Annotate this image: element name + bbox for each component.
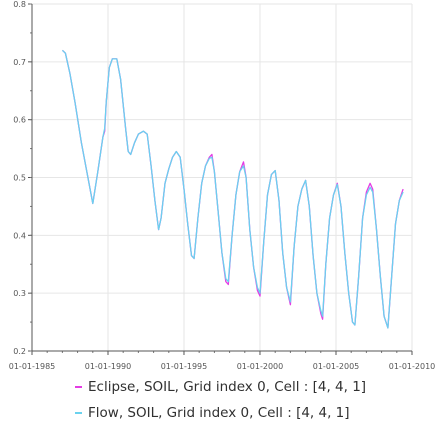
series-line-1 xyxy=(61,49,404,329)
x-tick-label: 01-01-2000 xyxy=(237,362,284,370)
series-line-0 xyxy=(61,49,404,329)
x-tick-label: 01-01-1995 xyxy=(161,362,208,370)
y-tick-label: 0.8 xyxy=(13,0,26,9)
x-tick-label: 01-01-1985 xyxy=(9,362,56,370)
legend-swatch-series-0 xyxy=(75,386,82,388)
x-tick-label: 01-01-1990 xyxy=(85,362,132,370)
y-tick-label: 0.7 xyxy=(13,58,26,67)
y-tick-label: 0.6 xyxy=(13,116,26,125)
legend-item-series-1[interactable]: Flow, SOIL, Grid index 0, Cell : [4, 4, … xyxy=(75,400,435,426)
y-tick-label: 0.4 xyxy=(13,231,26,240)
y-tick-label: 0.2 xyxy=(13,347,26,356)
legend-swatch-series-1 xyxy=(75,412,82,414)
x-tick-label: 01-01-2010 xyxy=(389,362,436,370)
y-tick-label: 0.5 xyxy=(13,174,26,183)
plot-area: 0.2 0.3 0.4 0.5 0.6 0.7 0.8 01-01-1985 01-01-199… xyxy=(9,0,436,371)
legend: Eclipse, SOIL, Grid index 0, Cell : [4, … xyxy=(75,374,435,426)
legend-label-series-1: Flow, SOIL, Grid index 0, Cell : [4, 4, … xyxy=(88,405,350,421)
legend-item-series-0[interactable]: Eclipse, SOIL, Grid index 0, Cell : [4, … xyxy=(75,374,435,400)
x-tick-label: 01-01-2005 xyxy=(313,362,360,370)
y-tick-label: 0.3 xyxy=(13,289,26,298)
legend-label-series-0: Eclipse, SOIL, Grid index 0, Cell : [4, … xyxy=(88,379,367,395)
